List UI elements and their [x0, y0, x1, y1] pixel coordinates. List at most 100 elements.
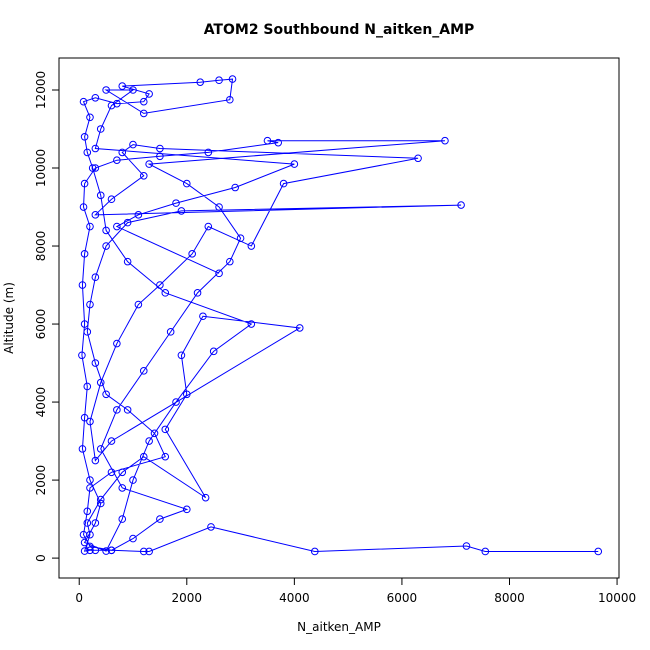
data-point — [310, 547, 319, 556]
data-point — [139, 109, 148, 118]
data-point — [226, 257, 234, 266]
data-point — [215, 203, 223, 211]
data-point — [107, 437, 116, 445]
data-point — [83, 328, 92, 336]
data-point — [91, 546, 100, 555]
data-point — [139, 172, 148, 180]
data-point — [199, 312, 207, 321]
data-point — [231, 183, 239, 192]
data-point — [123, 257, 132, 266]
data-point — [83, 382, 92, 391]
data-point — [86, 113, 94, 122]
data-point — [279, 179, 288, 188]
data-point — [96, 445, 105, 453]
data-point — [145, 160, 153, 168]
data-point — [118, 468, 127, 477]
data-point — [166, 328, 175, 336]
data-point — [145, 547, 153, 556]
data-point — [156, 144, 164, 153]
data-point — [207, 523, 215, 531]
data-point — [236, 234, 245, 243]
data-point — [91, 93, 100, 102]
data-point — [107, 546, 116, 555]
data-point — [139, 367, 148, 375]
data-point — [83, 507, 92, 516]
data-point — [247, 242, 256, 250]
data-point — [161, 452, 170, 461]
data-point — [107, 101, 116, 110]
data-point — [79, 203, 88, 211]
data-point — [156, 515, 164, 523]
data-point — [134, 300, 143, 309]
data-point — [79, 530, 88, 539]
data-point — [182, 505, 191, 514]
data-point — [295, 324, 304, 332]
x-tick-label: 4000 — [279, 591, 310, 605]
data-point — [156, 152, 164, 161]
data-point — [129, 534, 137, 543]
y-tick-label: 10000 — [34, 149, 48, 187]
data-point — [161, 425, 170, 434]
data-point — [86, 546, 94, 555]
y-tick-label: 12000 — [34, 71, 48, 109]
data-point — [594, 547, 603, 556]
data-point — [215, 76, 223, 85]
data-point — [91, 273, 100, 282]
x-axis-label: N_aitken_AMP — [297, 620, 381, 634]
data-point — [193, 289, 202, 297]
data-point — [107, 195, 116, 204]
data-point — [182, 179, 191, 188]
data-point — [80, 413, 89, 422]
data-point — [102, 547, 110, 555]
data-point — [86, 484, 94, 492]
data-point — [78, 281, 87, 289]
data-point — [215, 269, 223, 278]
data-point — [201, 493, 210, 502]
data-point — [129, 86, 137, 94]
data-point — [441, 136, 449, 145]
data-point — [414, 154, 422, 163]
data-point — [145, 90, 153, 98]
data-point — [118, 515, 127, 523]
x-tick-label: 2000 — [172, 591, 203, 605]
chart-title: ATOM2 Southbound N_aitken_AMP — [204, 22, 475, 38]
data-point — [96, 495, 105, 504]
data-point — [462, 542, 471, 550]
data-point — [226, 95, 234, 104]
data-point — [91, 359, 100, 367]
data-point — [196, 78, 205, 86]
data-point — [96, 499, 105, 508]
data-point — [86, 542, 94, 551]
y-tick-label: 4000 — [34, 387, 48, 418]
data-point — [177, 207, 186, 215]
data-point — [123, 406, 132, 414]
data-point — [228, 75, 237, 83]
data-point — [113, 156, 121, 165]
data-point — [263, 136, 272, 145]
x-tick-label: 10000 — [598, 591, 636, 605]
data-point — [102, 86, 110, 94]
data-point — [80, 547, 89, 555]
data-point — [209, 347, 218, 356]
y-tick-label: 6000 — [34, 309, 48, 340]
data-point — [129, 476, 137, 484]
data-point — [102, 226, 110, 235]
data-point — [118, 484, 127, 492]
data-point — [83, 519, 92, 527]
data-point — [80, 320, 89, 328]
data-point — [107, 468, 116, 477]
data-point — [457, 201, 465, 209]
data-point — [80, 538, 89, 547]
data-point — [80, 179, 89, 188]
data-point — [145, 437, 153, 445]
data-point — [139, 452, 148, 461]
data-point — [102, 242, 110, 250]
data-point — [182, 390, 191, 399]
data-point — [177, 351, 186, 360]
data-point — [79, 97, 88, 106]
y-tick-label: 8000 — [34, 231, 48, 262]
data-point — [88, 164, 97, 172]
data-point — [113, 99, 121, 108]
